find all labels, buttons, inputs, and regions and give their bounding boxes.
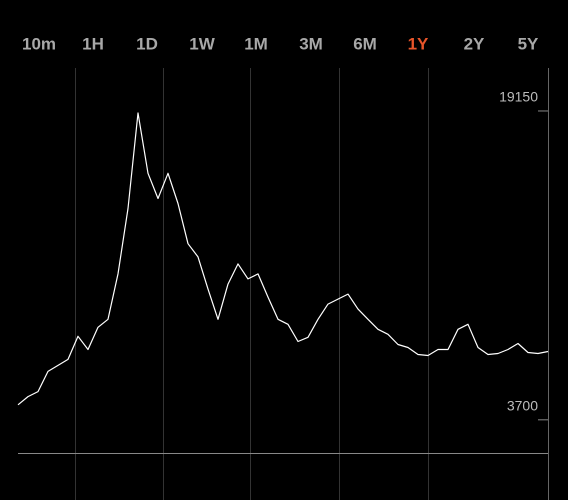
y-tick-label: 3700 bbox=[507, 398, 538, 414]
range-tab[interactable]: 2Y bbox=[464, 34, 485, 53]
range-tab[interactable]: 1W bbox=[189, 34, 215, 53]
range-tab[interactable]: 10m bbox=[22, 34, 56, 53]
range-tab[interactable]: 6M bbox=[353, 34, 377, 53]
range-tab[interactable]: 1Y bbox=[408, 34, 429, 53]
range-tab[interactable]: 1H bbox=[82, 34, 104, 53]
range-tab[interactable]: 5Y bbox=[518, 34, 539, 53]
price-line bbox=[17, 112, 549, 406]
range-tab[interactable]: 3M bbox=[299, 34, 323, 53]
range-tab[interactable]: 1M bbox=[244, 34, 268, 53]
y-tick-label: 19150 bbox=[499, 89, 538, 105]
range-tab[interactable]: 1D bbox=[136, 34, 158, 53]
grid bbox=[75, 68, 549, 500]
